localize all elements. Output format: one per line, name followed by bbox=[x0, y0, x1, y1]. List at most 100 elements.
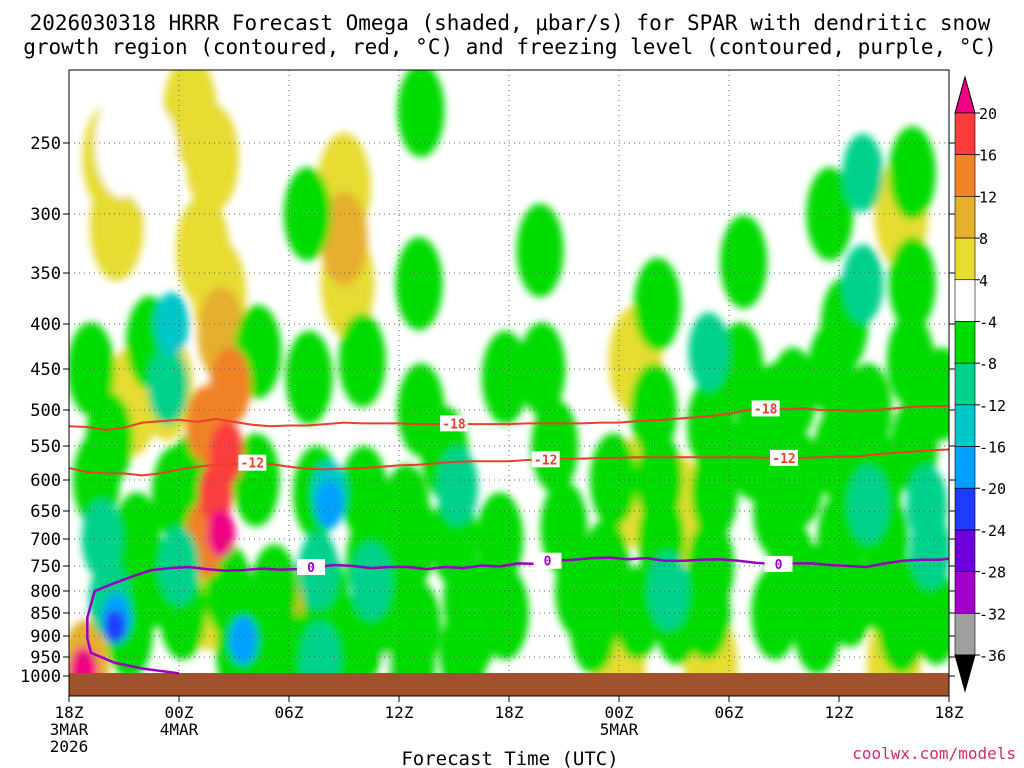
omega-cell bbox=[690, 445, 738, 540]
colorbar-swatch bbox=[954, 613, 976, 656]
omega-cell bbox=[683, 566, 731, 660]
colorbar-swatch bbox=[954, 529, 976, 572]
y-tick-label: 300 bbox=[30, 205, 61, 225]
freezing-level-line bbox=[86, 556, 949, 675]
omega-cell bbox=[69, 322, 115, 416]
omega-cell bbox=[283, 167, 331, 261]
contour-label-bg bbox=[297, 559, 325, 576]
y-tick-label: 250 bbox=[30, 134, 61, 154]
omega-cell bbox=[769, 347, 817, 441]
y-tick-label: 1000 bbox=[20, 667, 61, 687]
colorbar-label: 12 bbox=[979, 188, 997, 206]
omega-cell bbox=[912, 570, 949, 665]
x-tick-label: 2026 bbox=[50, 737, 89, 756]
omega-cell bbox=[847, 465, 889, 545]
y-tick-label: 850 bbox=[30, 604, 61, 624]
contour-label: -18 bbox=[442, 417, 466, 432]
omega-cell bbox=[888, 236, 936, 331]
omega-cell bbox=[481, 566, 529, 660]
omega-cell bbox=[397, 70, 445, 158]
dgz-contour-line bbox=[69, 448, 949, 477]
y-tick-label: 550 bbox=[30, 437, 61, 457]
omega-cell bbox=[285, 330, 333, 425]
contour-label: -12 bbox=[241, 457, 264, 472]
x-tick-label: 18Z bbox=[55, 703, 84, 722]
contour-label: 0 bbox=[544, 555, 552, 570]
colorbar-swatch bbox=[954, 321, 976, 364]
dgz-contour-line bbox=[69, 405, 949, 431]
y-tick-label: 700 bbox=[30, 530, 61, 550]
colorbar-label: -32 bbox=[979, 605, 1006, 623]
chart-title-line2: growth region (contoured, red, °C) and f… bbox=[23, 35, 997, 59]
x-tick-label: 06Z bbox=[715, 703, 744, 722]
y-tick-label: 600 bbox=[30, 471, 61, 491]
y-tick-label: 500 bbox=[30, 401, 61, 421]
contour-label-bg bbox=[238, 454, 267, 471]
omega-cell bbox=[826, 553, 874, 647]
x-tick-label: 5MAR bbox=[600, 720, 639, 739]
y-tick-label: 350 bbox=[30, 264, 61, 284]
contour-label: 0 bbox=[307, 561, 315, 576]
contour-label-bg bbox=[764, 555, 793, 572]
omega-cell bbox=[910, 510, 949, 590]
y-tick-label: 800 bbox=[30, 582, 61, 602]
colorbar-swatch bbox=[954, 154, 976, 197]
colorbar-swatch bbox=[954, 487, 976, 531]
colorbar-label: -16 bbox=[979, 439, 1006, 457]
omega-cell bbox=[176, 196, 230, 305]
contour-label: -12 bbox=[534, 453, 557, 468]
omega-cell bbox=[633, 257, 682, 352]
omega-cell bbox=[518, 322, 566, 416]
omega-cell bbox=[95, 88, 149, 198]
colorbar-swatch bbox=[954, 404, 976, 447]
colorbar: 20 16 12 8 4 -4 -8 -12 -16 -20 -24 -28 -32 -36 bbox=[954, 75, 1006, 693]
x-axis-title: Forecast Time (UTC) bbox=[401, 748, 618, 768]
contour-label: 0 bbox=[775, 558, 783, 573]
omega-cell bbox=[842, 244, 884, 323]
colorbar-swatch bbox=[954, 362, 976, 406]
contour-label-bg bbox=[440, 415, 468, 432]
contour-label: -18 bbox=[754, 402, 778, 417]
y-tick-label: 900 bbox=[30, 627, 61, 647]
omega-cell bbox=[720, 215, 768, 309]
y-tick-label: 950 bbox=[30, 648, 61, 668]
colorbar-label: -24 bbox=[979, 522, 1006, 540]
omega-cell bbox=[85, 392, 133, 486]
colorbar-swatch bbox=[954, 112, 976, 155]
omega-cell bbox=[104, 610, 126, 644]
colorbar-bottom-triangle bbox=[954, 654, 976, 693]
omega-cell bbox=[481, 330, 529, 425]
colorbar-label: -28 bbox=[979, 564, 1006, 582]
x-tick-label: 00Z bbox=[605, 703, 634, 722]
ground-fill bbox=[69, 673, 949, 696]
temperature-contours: -18 -18 -12 -12 -12 0 0 0 bbox=[69, 400, 949, 675]
omega-cell bbox=[229, 616, 258, 665]
omega-cell bbox=[81, 499, 123, 579]
colorbar-swatch bbox=[954, 237, 976, 281]
omega-cell bbox=[207, 509, 236, 558]
omega-cell bbox=[315, 480, 344, 529]
omega-cell bbox=[842, 133, 884, 213]
omega-cell bbox=[113, 492, 161, 586]
colorbar-swatch bbox=[954, 446, 976, 489]
colorbar-swatch bbox=[954, 571, 976, 614]
omega-cell bbox=[688, 312, 730, 391]
omega-cell bbox=[516, 203, 564, 298]
colorbar-label: -8 bbox=[979, 355, 997, 373]
omega-cell bbox=[648, 551, 689, 631]
credit-link[interactable]: coolwx.com/models bbox=[852, 744, 1016, 763]
y-tick-label: 650 bbox=[30, 502, 61, 522]
colorbar-label: -4 bbox=[979, 313, 997, 331]
chart-title-line1: 2026030318 HRRR Forecast Omega (shaded, … bbox=[30, 11, 991, 35]
colorbar-label: -36 bbox=[979, 647, 1006, 665]
x-tick-label: 3MAR bbox=[50, 720, 89, 739]
contour-label: -12 bbox=[772, 452, 795, 467]
colorbar-swatch bbox=[954, 196, 976, 239]
colorbar-swatch bbox=[954, 279, 976, 322]
omega-cell bbox=[198, 461, 233, 525]
omega-cell bbox=[437, 447, 479, 526]
contour-label-bg bbox=[751, 400, 780, 417]
omega-cell bbox=[147, 346, 189, 426]
